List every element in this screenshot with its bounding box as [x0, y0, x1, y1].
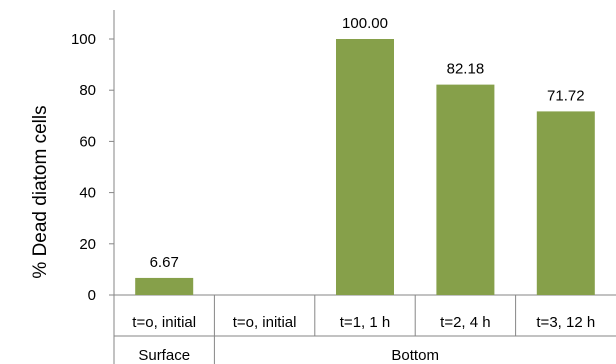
labels: Surface Bottom t=o, initial 6.67 t=o, initia…	[132, 15, 595, 364]
y-tick-label: 0	[88, 287, 96, 304]
data-label: 71.72	[547, 87, 585, 104]
bar	[336, 39, 394, 295]
category-label: t=o, initial	[132, 314, 196, 331]
bar	[135, 277, 194, 295]
bars	[135, 39, 595, 296]
y-tick-label: 40	[79, 185, 96, 202]
y-axis-title: % Dead diatom cells	[30, 105, 51, 278]
group-label: Bottom	[391, 347, 439, 364]
category-label: t=2, 4 h	[440, 314, 490, 331]
group-label: Surface	[138, 347, 190, 364]
y-tick-label: 100	[71, 31, 96, 48]
bar	[436, 84, 495, 295]
y-tick-label: 60	[79, 133, 96, 150]
bar	[536, 111, 595, 296]
data-label: 100.00	[342, 15, 388, 32]
category-label: t=3, 12 h	[536, 314, 595, 331]
data-label: 82.18	[447, 61, 485, 78]
y-tick-label: 20	[79, 236, 96, 253]
category-label: t=o, initial	[233, 314, 297, 331]
y-tick-label: 80	[79, 82, 96, 99]
category-label: t=1, 1 h	[340, 314, 390, 331]
data-label: 6.67	[150, 254, 179, 271]
